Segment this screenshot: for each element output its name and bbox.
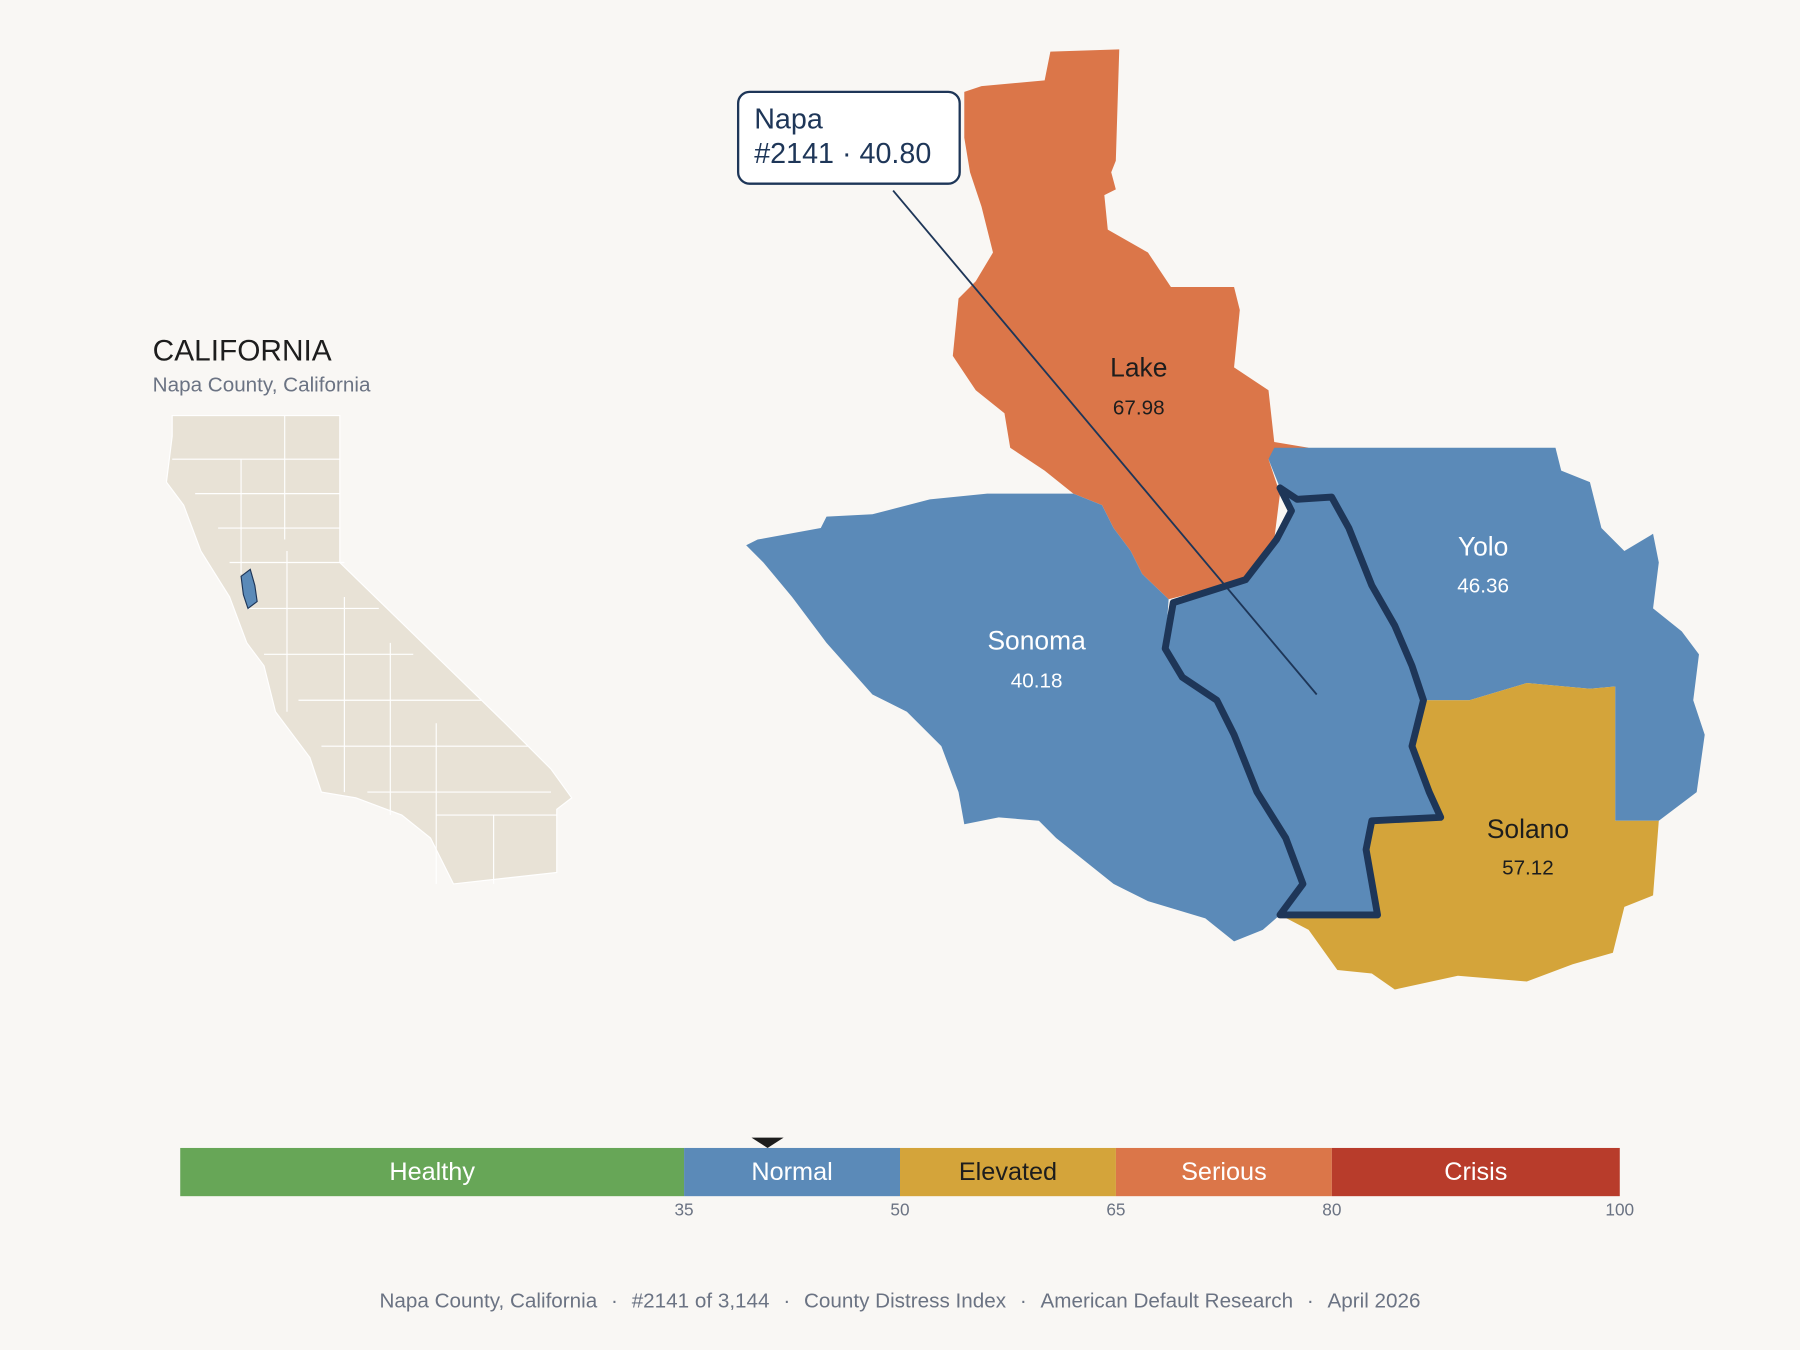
inset-subtitle: Napa County, California — [153, 373, 371, 396]
scale-band — [1115, 1147, 1332, 1197]
scale-band — [684, 1147, 900, 1197]
callout-box — [736, 90, 961, 185]
footer-item: American Default Research — [1040, 1290, 1293, 1313]
footer-separator: · — [611, 1290, 618, 1313]
footer-separator: · — [783, 1290, 790, 1313]
selected-county-shape[interactable] — [1161, 484, 1445, 919]
footer: Napa County, California · #2141 of 3,144 · C… — [379, 1290, 1420, 1313]
scale-tick-label: 65 — [1106, 1200, 1125, 1220]
county-name: Sonoma — [987, 626, 1086, 656]
scale-tick-label: 80 — [1322, 1200, 1341, 1220]
county-value: 57.12 — [1502, 857, 1554, 880]
county-shape[interactable] — [1279, 683, 1659, 990]
county-shape[interactable] — [952, 49, 1309, 600]
county-value: 40.18 — [1011, 670, 1063, 693]
scale-band — [900, 1147, 1116, 1197]
callout-rank: #2141 — [754, 138, 834, 170]
footer-item: #2141 of 3,144 — [632, 1290, 770, 1313]
callout-detail: #2141 · 40.80 — [754, 138, 931, 170]
callout-leader — [892, 189, 1318, 696]
scale-band — [180, 1147, 685, 1197]
scale-tick-label: 35 — [674, 1200, 693, 1220]
county-shape[interactable] — [1268, 447, 1705, 821]
scale-tick-label: 50 — [890, 1200, 909, 1220]
county-lines — [172, 415, 557, 884]
scale-marker — [751, 1137, 784, 1148]
scale-bar: Healthy Normal Elevated Serious Crisis 35 50 65… — [180, 1137, 1634, 1220]
scale-band-label: Healthy — [389, 1158, 475, 1186]
county-name: Yolo — [1458, 532, 1508, 562]
footer-item: Napa County, California — [379, 1290, 597, 1313]
footer-item: April 2026 — [1328, 1290, 1421, 1313]
footer-separator: · — [1020, 1290, 1027, 1313]
county-shape[interactable] — [746, 493, 1303, 942]
county-value: 46.36 — [1457, 574, 1509, 597]
footer-item: County Distress Index — [804, 1290, 1007, 1313]
inset-selected-county — [240, 568, 258, 610]
scale-band-label: Crisis — [1444, 1158, 1507, 1186]
county-name: Solano — [1487, 814, 1569, 844]
callout-separator: · — [842, 138, 852, 170]
state-outline — [165, 414, 573, 885]
scale-band-label: Elevated — [959, 1158, 1057, 1186]
callout-value: 40.80 — [860, 138, 932, 170]
scale-band-label: Serious — [1181, 1158, 1267, 1186]
scale-band — [1331, 1147, 1620, 1197]
county-value: 67.98 — [1113, 396, 1165, 419]
county-name: Lake — [1110, 353, 1167, 383]
scale-band-label: Normal — [751, 1158, 832, 1186]
scale-tick-label: 100 — [1605, 1200, 1634, 1220]
callout-name: Napa — [754, 104, 823, 136]
inset-title: CALIFORNIA — [153, 334, 332, 367]
state-county-lines — [172, 415, 557, 884]
footer-separator: · — [1307, 1290, 1314, 1313]
